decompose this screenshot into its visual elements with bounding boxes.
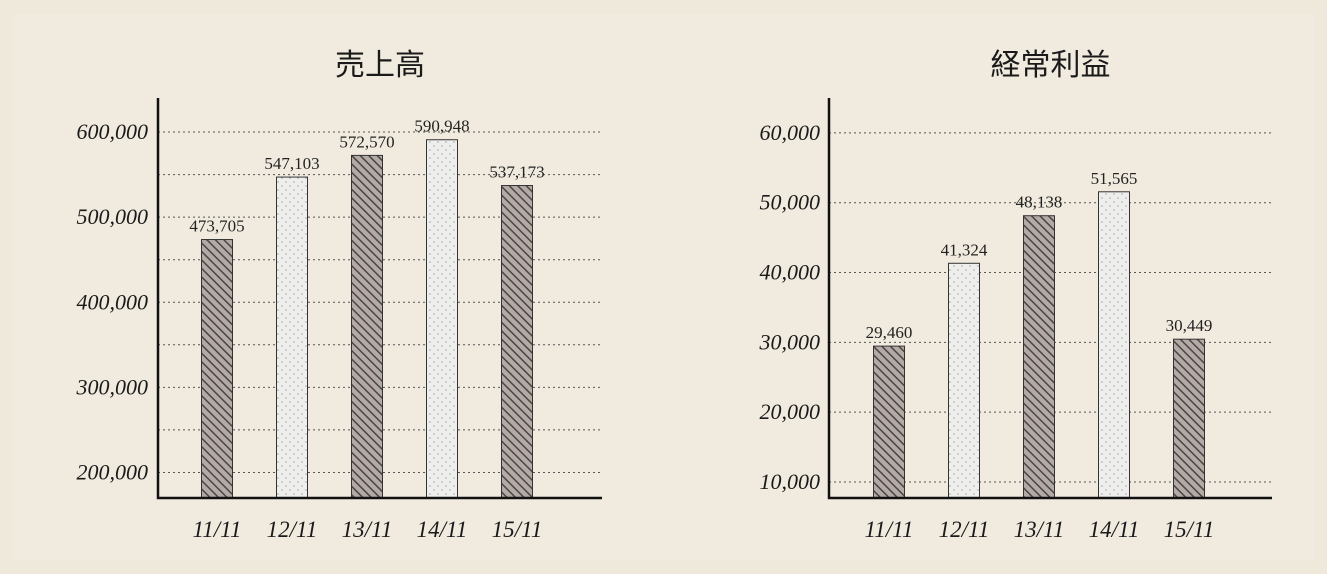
bar-value-label: 572,570 bbox=[339, 132, 394, 151]
bar-value-label: 51,565 bbox=[1091, 169, 1138, 188]
bar-value-label: 547,103 bbox=[264, 154, 319, 173]
chart-title: 経常利益 bbox=[991, 48, 1111, 83]
bar bbox=[1023, 215, 1055, 499]
axis-lines bbox=[827, 98, 1272, 500]
bar-value-label: 48,138 bbox=[1016, 193, 1063, 212]
x-tick-label: 15/11 bbox=[492, 517, 543, 542]
bar bbox=[351, 154, 383, 499]
axis-lines bbox=[156, 98, 602, 500]
y-tick-label: 20,000 bbox=[760, 399, 821, 424]
x-tick-label: 15/11 bbox=[1164, 517, 1215, 542]
y-tick-label: 30,000 bbox=[759, 329, 821, 354]
y-tick-label: 50,000 bbox=[760, 190, 821, 215]
x-tick-label: 13/11 bbox=[342, 517, 393, 542]
x-tick-label: 13/11 bbox=[1014, 517, 1065, 542]
bar bbox=[1173, 338, 1205, 499]
bar bbox=[276, 176, 308, 499]
bar-value-label: 30,449 bbox=[1166, 316, 1213, 335]
bar-value-label: 473,705 bbox=[189, 217, 244, 236]
y-tick-label: 300,000 bbox=[76, 374, 149, 399]
bar bbox=[501, 185, 533, 499]
y-tick-label: 40,000 bbox=[760, 260, 821, 285]
bar bbox=[873, 345, 905, 499]
x-tick-label: 12/11 bbox=[267, 517, 318, 542]
y-tick-label: 10,000 bbox=[760, 469, 821, 494]
x-tick-label: 11/11 bbox=[193, 517, 242, 542]
x-tick-label: 11/11 bbox=[865, 517, 914, 542]
bar bbox=[1098, 191, 1130, 499]
chart-sales: 売上高 200,000 300,000 400,000 500,000 600,000 47… bbox=[76, 48, 602, 542]
y-tick-label: 60,000 bbox=[760, 120, 821, 145]
y-tick-label: 600,000 bbox=[77, 119, 149, 144]
bar bbox=[948, 262, 980, 499]
bar-value-label: 537,173 bbox=[489, 163, 544, 182]
bar bbox=[201, 239, 233, 499]
x-tick-label: 14/11 bbox=[1089, 517, 1140, 542]
chart-ordinary-profit: 経常利益 10,000 20,000 30,000 40,000 50,000 60,000… bbox=[759, 48, 1272, 542]
bar bbox=[426, 139, 458, 499]
y-tick-label: 500,000 bbox=[77, 204, 149, 229]
x-tick-label: 14/11 bbox=[417, 517, 468, 542]
y-tick-label: 400,000 bbox=[77, 289, 149, 314]
y-tick-label: 200,000 bbox=[77, 459, 149, 484]
bar-value-label: 41,324 bbox=[941, 240, 988, 259]
chart-title: 売上高 bbox=[335, 48, 425, 83]
bar-value-label: 29,460 bbox=[866, 323, 913, 342]
bar-value-label: 590,948 bbox=[414, 117, 469, 136]
x-tick-label: 12/11 bbox=[939, 517, 990, 542]
